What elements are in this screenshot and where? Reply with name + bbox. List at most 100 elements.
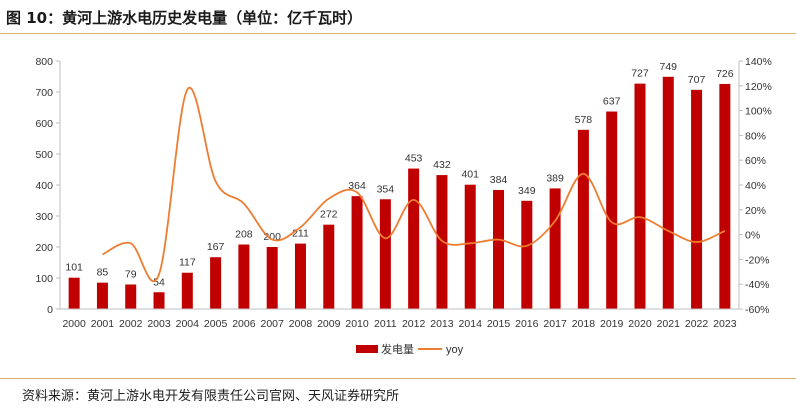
x-tick-label: 2016: [515, 318, 539, 330]
yoy-line: [102, 86, 726, 283]
bar: [549, 188, 561, 309]
x-tick-label: 2012: [402, 318, 426, 330]
bar: [662, 76, 674, 309]
right-tick-label: 20%: [745, 205, 766, 217]
bar-label: 727: [631, 68, 649, 80]
bar-label: 85: [97, 267, 109, 279]
x-tick-label: 2008: [289, 318, 313, 330]
bar: [408, 168, 420, 309]
bar-label: 726: [716, 68, 734, 80]
bar: [323, 224, 335, 309]
left-tick-label: 800: [35, 56, 53, 68]
x-tick-label: 2018: [572, 318, 596, 330]
right-tick-label: -40%: [745, 279, 770, 291]
x-tick-label: 2015: [487, 318, 511, 330]
legend: 发电量 yoy: [356, 342, 464, 356]
bar: [521, 200, 533, 309]
bar: [577, 129, 589, 309]
bar-label: 354: [377, 183, 395, 195]
bar: [210, 257, 222, 309]
bar: [181, 272, 193, 309]
bar: [493, 189, 505, 309]
bar-label: 749: [660, 61, 678, 73]
right-tick-label: 120%: [745, 81, 772, 93]
left-y-axis: 0 100 200 300 400 500 600 700 800: [35, 56, 61, 316]
bar: [153, 292, 165, 309]
bar: [125, 284, 137, 309]
left-tick-label: 100: [35, 273, 53, 285]
x-tick-label: 2010: [345, 318, 369, 330]
bar: [436, 175, 448, 309]
title-bar: 图 10：黄河上游水电历史发电量（单位：亿千瓦时）: [0, 0, 796, 34]
x-tick-label: 2021: [657, 318, 681, 330]
bar-label: 364: [348, 180, 366, 192]
bar: [691, 89, 703, 309]
bar-label: 272: [320, 209, 338, 221]
right-tick-label: -20%: [745, 254, 770, 266]
x-tick-label: 2022: [685, 318, 709, 330]
bar: [294, 243, 306, 309]
left-tick-label: 500: [35, 149, 53, 161]
bar: [634, 83, 646, 309]
x-tick-label: 2007: [261, 318, 285, 330]
left-tick-label: 300: [35, 211, 53, 223]
title-divider: [0, 33, 796, 34]
x-tick-label: 2020: [628, 318, 652, 330]
x-tick-label: 2014: [459, 318, 483, 330]
bar-label: 384: [490, 174, 508, 186]
bar-label: 211: [292, 228, 309, 240]
bar: [68, 277, 80, 309]
right-y-axis: -60% -40% -20% 0% 20% 40% 60% 80% 100% 120% 140%: [738, 56, 772, 316]
x-tick-label: 2000: [62, 318, 86, 330]
x-tick-label: 2001: [91, 318, 115, 330]
bar-label: 117: [179, 257, 196, 269]
bar-label: 389: [546, 172, 564, 184]
x-tick-label: 2019: [600, 318, 624, 330]
bar: [266, 247, 278, 309]
bar-label: 578: [575, 114, 593, 126]
left-tick-label: 700: [35, 87, 53, 99]
x-tick-label: 2023: [713, 318, 737, 330]
left-tick-label: 400: [35, 180, 53, 192]
x-tick-label: 2017: [543, 318, 567, 330]
right-tick-label: 100%: [745, 106, 772, 118]
bar-label: 432: [433, 159, 451, 171]
bar-label: 208: [235, 229, 253, 241]
bar-label: 453: [405, 153, 423, 165]
x-tick-label: 2002: [119, 318, 143, 330]
bar-label: 637: [603, 96, 621, 108]
legend-bar-swatch: [356, 345, 378, 353]
yoy-series: [102, 86, 726, 283]
x-tick-label: 2005: [204, 318, 228, 330]
right-tick-label: -60%: [745, 304, 770, 316]
right-tick-label: 40%: [745, 180, 766, 192]
bar-label: 167: [207, 241, 225, 253]
bar: [464, 184, 476, 309]
source-divider: [0, 378, 796, 379]
left-tick-label: 0: [47, 304, 53, 316]
right-tick-label: 80%: [745, 130, 766, 142]
bar: [719, 83, 731, 309]
x-tick-label: 2009: [317, 318, 341, 330]
x-tick-label: 2013: [430, 318, 454, 330]
bar: [351, 196, 363, 309]
bar-label: 349: [518, 185, 536, 197]
figure-title: 图 10：黄河上游水电历史发电量（单位：亿千瓦时）: [6, 9, 363, 27]
left-tick-label: 200: [35, 242, 53, 254]
legend-line-label: yoy: [446, 344, 464, 356]
bar-label: 401: [461, 169, 479, 181]
right-tick-label: 140%: [745, 56, 772, 68]
x-tick-label: 2011: [374, 318, 397, 330]
legend-bar-label: 发电量: [381, 342, 414, 356]
bar-label: 79: [125, 269, 137, 281]
x-tick-label: 2003: [147, 318, 171, 330]
bar-label: 101: [65, 262, 83, 274]
left-tick-label: 600: [35, 118, 53, 130]
source-note: 资料来源：黄河上游水电开发有限责任公司官网、天风证券研究所: [22, 389, 400, 404]
x-tick-label: 2004: [176, 318, 200, 330]
bar-label: 707: [688, 74, 706, 86]
x-axis: 2000 2001 2002 2003 2004 2005 2006 2007 2008 2009…: [60, 308, 739, 330]
bar: [96, 282, 108, 309]
bar-label: 54: [153, 276, 165, 288]
